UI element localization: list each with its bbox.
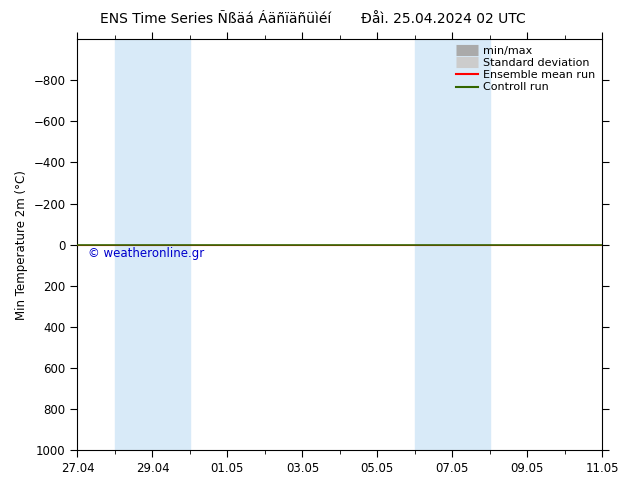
Text: ENS Time Series Ñßäá Áäñïäñüìéí: ENS Time Series Ñßäá Áäñïäñüìéí [100,12,331,26]
Text: © weatheronline.gr: © weatheronline.gr [88,246,204,260]
Y-axis label: Min Temperature 2m (°C): Min Temperature 2m (°C) [15,170,28,319]
Legend: min/max, Standard deviation, Ensemble mean run, Controll run: min/max, Standard deviation, Ensemble me… [452,43,599,96]
Text: Đåì. 25.04.2024 02 UTC: Đåì. 25.04.2024 02 UTC [361,12,526,26]
Bar [415,39,490,450]
Bar [115,39,190,450]
